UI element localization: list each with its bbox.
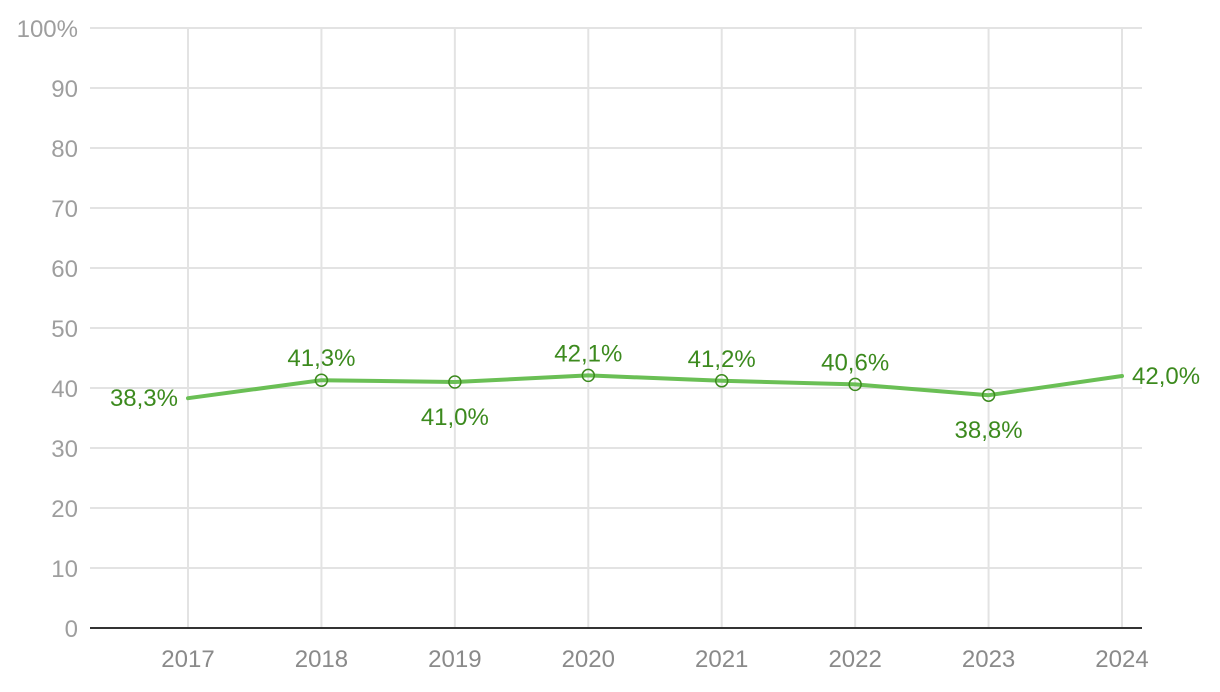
data-labels: 38,3% 41,3% 41,0% 42,1% 41,2% 40,6% 38,8% 42,0%: [110, 340, 1200, 444]
data-label: 42,1%: [554, 340, 622, 367]
data-label: 42,0%: [1132, 363, 1200, 390]
data-label: 38,8%: [955, 417, 1023, 444]
x-tick-label: 2023: [962, 646, 1015, 673]
data-label: 41,0%: [421, 404, 489, 431]
data-label: 40,6%: [821, 349, 889, 376]
series-line: [186, 373, 1124, 401]
y-tick-label: 80: [51, 136, 78, 163]
y-axis-ticks: 0 10 20 30 40 50 60 70 80 90 100%: [17, 16, 78, 643]
grid-lines: [90, 27, 1142, 628]
x-tick-label: 2019: [428, 646, 481, 673]
series-layer: [186, 368, 1124, 402]
y-tick-label: 30: [51, 436, 78, 463]
data-label: 41,2%: [688, 346, 756, 373]
x-tick-label: 2024: [1095, 646, 1148, 673]
y-tick-label: 10: [51, 556, 78, 583]
y-tick-label: 40: [51, 376, 78, 403]
x-tick-label: 2021: [695, 646, 748, 673]
x-axis-ticks: 2017 2018 2019 2020 2021 2022 2023 2024: [161, 646, 1148, 673]
y-tick-label: 0: [65, 616, 78, 643]
y-tick-label: 100%: [17, 16, 78, 43]
data-point: [981, 388, 996, 402]
y-tick-label: 20: [51, 496, 78, 523]
data-point: [314, 373, 329, 387]
x-tick-label: 2017: [161, 646, 214, 673]
y-tick-label: 70: [51, 196, 78, 223]
y-tick-label: 60: [51, 256, 78, 283]
y-tick-label: 90: [51, 76, 78, 103]
data-point: [714, 374, 729, 388]
x-tick-label: 2020: [562, 646, 615, 673]
x-tick-label: 2018: [295, 646, 348, 673]
data-point: [581, 368, 596, 383]
data-label: 41,3%: [287, 345, 355, 372]
data-point: [848, 377, 862, 392]
y-tick-label: 50: [51, 316, 78, 343]
x-tick-label: 2022: [828, 646, 881, 673]
data-label: 38,3%: [110, 385, 178, 412]
data-point: [448, 375, 462, 389]
